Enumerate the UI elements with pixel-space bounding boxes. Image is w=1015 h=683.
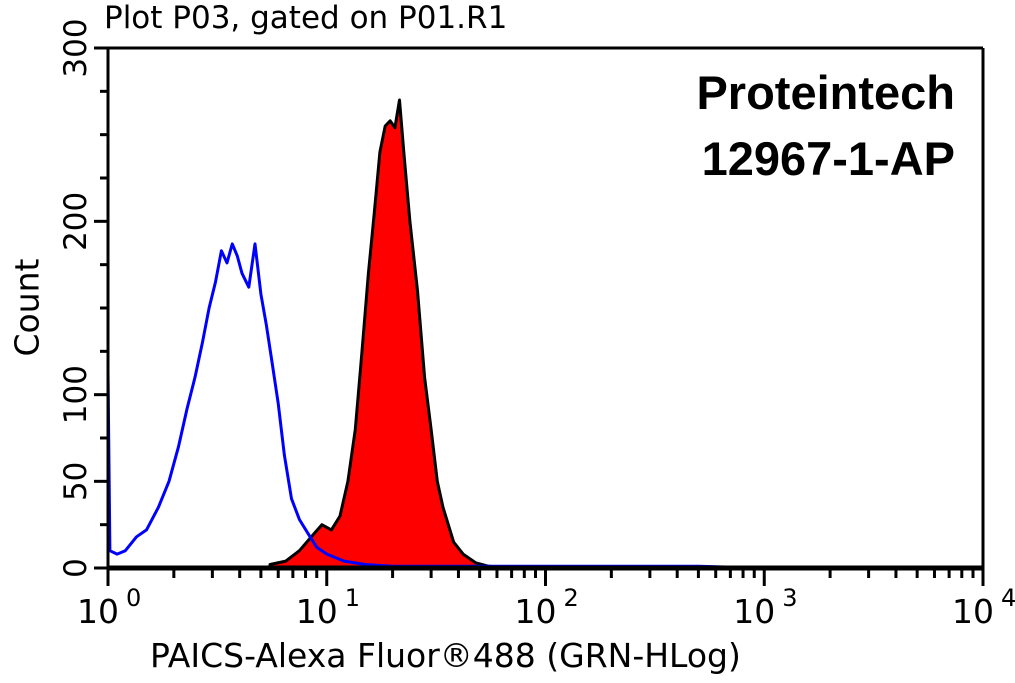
x-tick-exponent: 1 xyxy=(345,584,360,612)
catalog-number: 12967-1-AP xyxy=(701,132,955,185)
x-tick-label: 10 xyxy=(77,592,119,631)
x-tick-label: 10 xyxy=(296,592,338,631)
sample-histogram xyxy=(268,98,514,570)
x-tick-exponent: 3 xyxy=(782,584,797,612)
brand-annotation: Proteintech 12967-1-AP xyxy=(696,60,955,192)
y-tick-label: 100 xyxy=(58,365,94,424)
x-tick-label: 10 xyxy=(952,592,994,631)
control-histogram xyxy=(106,242,765,570)
y-tick-label: 300 xyxy=(58,18,94,77)
y-tick-label: 200 xyxy=(58,192,94,251)
y-axis-label: Count xyxy=(7,258,47,357)
brand-name: Proteintech xyxy=(696,66,955,119)
x-axis-label: PAICS-Alexa Fluor®488 (GRN-HLog) xyxy=(150,636,741,675)
chart-title: Plot P03, gated on P01.R1 xyxy=(104,0,508,36)
y-tick-label: 50 xyxy=(58,462,94,501)
x-tick-exponent: 0 xyxy=(126,584,141,612)
y-tick-label: 0 xyxy=(58,558,94,578)
x-tick-label: 10 xyxy=(515,592,557,631)
x-tick-label: 10 xyxy=(733,592,775,631)
x-tick-exponent: 4 xyxy=(1001,584,1015,612)
x-tick-exponent: 2 xyxy=(564,584,579,612)
